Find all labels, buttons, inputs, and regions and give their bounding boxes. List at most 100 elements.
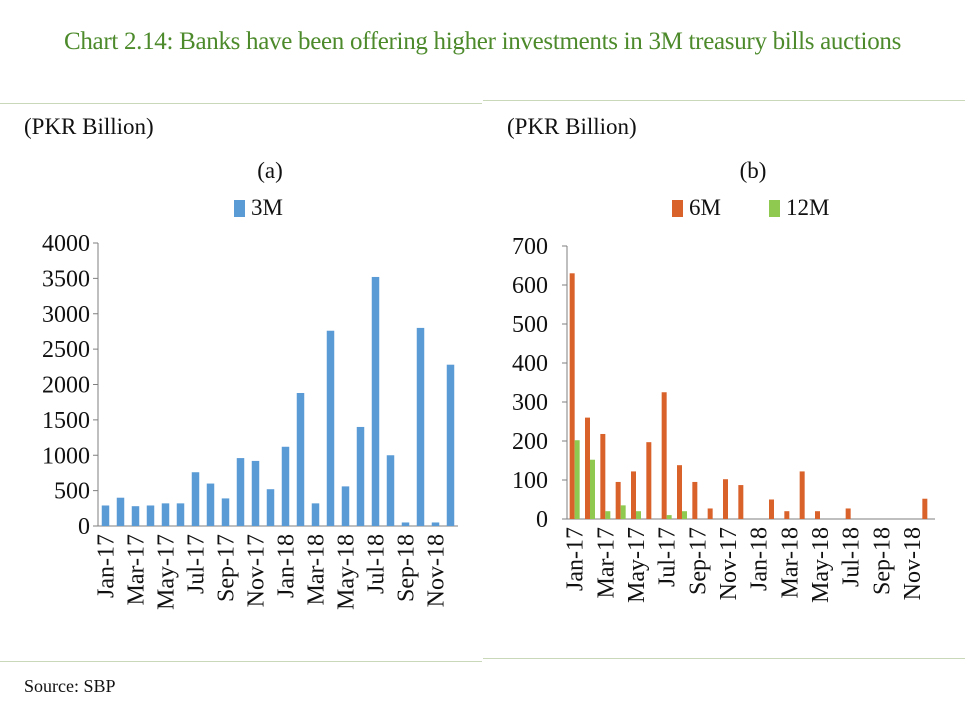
chart-a-bar-3m [266,489,275,526]
title-divider-left [0,103,482,104]
chart-a-bar-3m [296,392,305,526]
chart-b-x-tick-label: Nov-18 [900,527,926,600]
chart-b-bar-6m [738,485,744,519]
chart-b-x-tick-label: Jan-17 [563,527,589,591]
chart-a-y-tick-label: 3000 [42,302,90,328]
chart-b-x-tick-label: Jan-18 [747,527,773,591]
chart-a-y-tick-label: 0 [78,514,90,540]
legend-swatch-12m [768,199,780,217]
chart-a-y-tick-label: 2500 [42,337,90,363]
chart-b-x-tick-label: Jul-18 [839,527,865,587]
panel-b-legend: 6M 12M [672,195,829,221]
chart-b-bar-6m [799,471,805,519]
chart-a-x-tick-label: Nov-17 [244,534,270,607]
chart-b-y-tick-label: 700 [512,234,548,260]
chart-a-bar-3m [131,506,140,526]
chart-a-bar-3m [371,276,380,526]
chart-a-bar-3m [101,505,110,526]
chart-a-bar-3m [251,460,260,526]
chart-a-y-tick-label: 1500 [42,408,90,434]
chart-b-bar-6m [677,465,682,519]
chart-b-bar-6m [600,433,606,519]
chart-a-y-tick-label: 500 [54,479,90,505]
chart-a-bar-3m [386,455,395,526]
legend-swatch-6m [672,199,683,217]
chart-b-bar-6m [692,481,698,519]
chart-a-y-tick-label: 3500 [42,266,90,292]
chart-a-bar-3m [206,483,215,526]
chart-b-x-tick-label: May-17 [624,527,650,603]
chart-b-y-tick-label: 400 [512,351,548,377]
chart-b-bar-12m [605,511,611,519]
chart-b-bar-6m [707,508,713,519]
chart-a-bar-3m [146,505,155,526]
chart-b-bar-6m [922,498,928,519]
chart-a-bar-3m [221,498,230,526]
panel-b-bottom-divider [483,658,965,659]
chart-b-x-tick-label: May-18 [808,527,834,603]
chart-a-bar-3m [446,364,455,526]
chart-a-bar-3m [161,503,170,526]
chart-b-bar-12m [590,459,595,519]
chart-b-bar-12m [636,511,641,519]
panel-a-legend: 3M [234,195,283,221]
chart-a-bar-3m [281,446,290,526]
legend-label-12m: 12M [785,195,830,220]
chart-a-bar-3m [356,426,365,526]
chart-a-x-tick-label: Mar-17 [124,534,150,606]
chart-b-x-tick-label: Mar-17 [593,527,619,599]
legend-label-3m: 3M [251,195,283,220]
chart-a-bar-3m [236,458,245,526]
chart-a-x-tick-label: Nov-18 [424,534,450,607]
chart-a-bar-3m [116,497,125,526]
chart-a-y-tick-label: 2000 [42,373,90,399]
chart-a-x-tick-label: May-18 [334,534,360,610]
chart-a-x-tick-label: Sep-18 [394,534,420,602]
chart-a-bar-3m [341,486,350,526]
chart-b-bar-6m [615,481,621,519]
chart-b-bar-6m [569,273,575,519]
chart-b-bar-12m [666,515,672,519]
chart-title: Chart 2.14: Banks have been offering hig… [63,28,902,55]
chart-b-y-tick-label: 600 [512,273,548,299]
chart-b-bar-6m [646,442,652,519]
source-note: Source: SBP [24,676,116,696]
chart-b-bar-12m [682,511,687,519]
chart-a-bar-3m [431,522,440,526]
chart-b-bar-6m [769,499,774,519]
chart-a-bar-3m [191,472,200,526]
chart-b-bar-6m [784,511,790,519]
chart-a-y-tick-label: 4000 [42,231,90,257]
chart-b-bar-6m [723,479,728,519]
chart-a-bar-3m [326,330,335,526]
chart-a-x-tick-label: Mar-18 [304,534,330,606]
chart-b-y-tick-label: 300 [512,390,548,416]
chart-b-y-tick-label: 500 [512,312,548,338]
title-divider-right [483,100,965,101]
chart-b-x-tick-label: Sep-17 [685,527,711,595]
chart-b-bar-6m [815,511,820,519]
chart-b-x-tick-label: Mar-18 [777,527,803,599]
legend-swatch-3m [234,199,245,217]
panel-a-unit-label: (PKR Billion) [24,114,154,139]
chart-b-y-tick-label: 0 [536,507,548,533]
chart-a-x-tick-label: Jan-17 [94,534,120,598]
chart-a-x-tick-label: Jul-18 [364,534,390,594]
chart-b-x-tick-label: Nov-17 [716,527,742,600]
chart-a-bar-3m [311,503,320,526]
chart-b-bar-6m [585,417,590,519]
chart-a-bar-3m [176,503,185,526]
chart-b-bar-12m [574,440,580,519]
chart-a-bar-3m [401,522,410,526]
chart-b-bar-6m [661,392,667,519]
chart-a-bar-3m [416,327,425,526]
chart-a-x-tick-label: May-17 [154,534,180,610]
chart-b-y-tick-label: 100 [512,468,548,494]
chart-b-bar-6m [631,471,636,519]
chart-a-x-tick-label: Jul-17 [184,534,210,594]
chart-b-x-tick-label: Sep-18 [869,527,895,595]
chart-a-y-tick-label: 1000 [42,443,90,469]
source-divider [0,661,482,662]
panel-a-label: (a) [257,158,283,183]
